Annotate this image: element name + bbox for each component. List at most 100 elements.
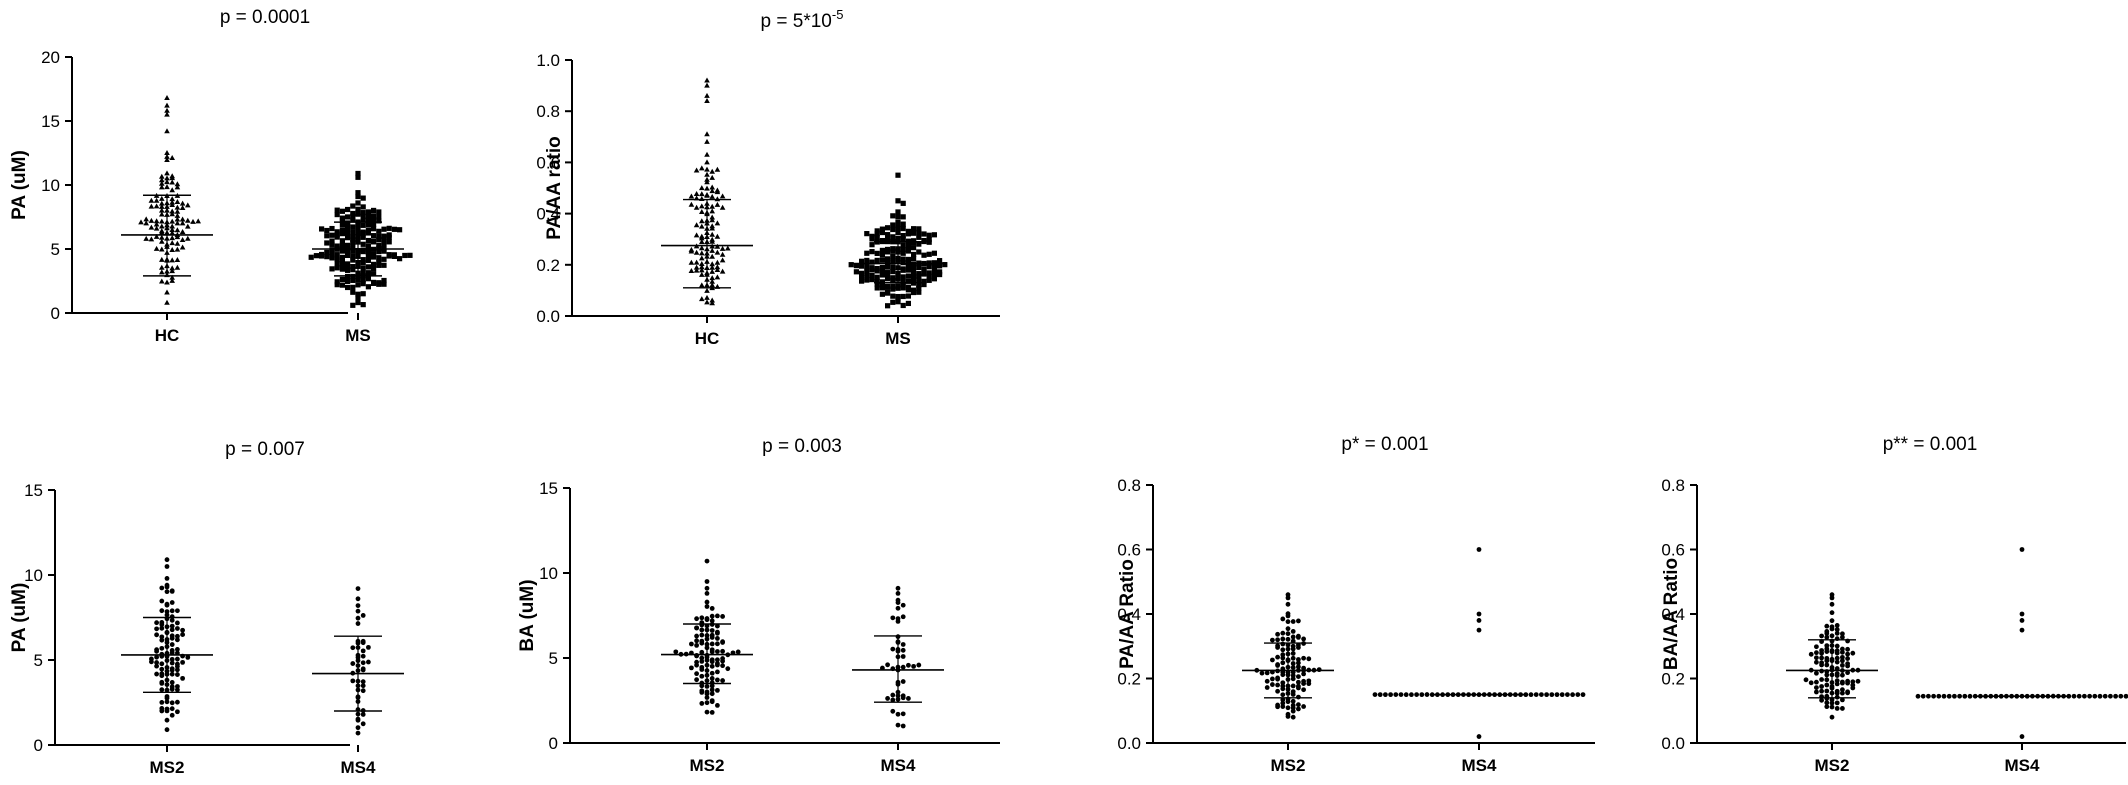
data-point <box>895 214 901 220</box>
data-point <box>169 211 175 217</box>
data-point <box>709 606 715 611</box>
data-point <box>1533 692 1539 697</box>
data-point <box>1270 676 1275 682</box>
data-point <box>169 617 175 623</box>
data-point <box>360 230 366 236</box>
data-point <box>175 687 180 693</box>
data-point <box>1296 706 1301 712</box>
data-point <box>890 697 896 703</box>
y-tick-label: 1.0 <box>536 51 560 70</box>
data-point <box>1824 643 1830 649</box>
data-point <box>148 203 155 209</box>
data-point <box>704 689 710 695</box>
data-point <box>1824 700 1830 706</box>
data-point <box>164 175 170 181</box>
data-point <box>1280 704 1286 709</box>
data-point <box>895 224 901 230</box>
data-point <box>709 275 715 281</box>
data-point <box>371 265 377 272</box>
data-point <box>164 153 170 159</box>
data-point <box>350 224 356 230</box>
data-point <box>704 604 710 609</box>
data-point <box>360 241 366 247</box>
data-point <box>1824 629 1830 634</box>
data-point <box>169 706 175 712</box>
data-point <box>175 664 180 669</box>
data-point <box>159 269 165 275</box>
data-point <box>864 250 870 256</box>
data-point <box>1296 618 1301 624</box>
data-point <box>164 699 170 705</box>
data-point <box>371 233 377 239</box>
data-point <box>714 267 721 273</box>
data-point <box>942 262 948 268</box>
data-point <box>879 257 885 263</box>
data-point <box>926 274 932 280</box>
data-point <box>1285 619 1291 625</box>
data-point <box>1549 692 1555 698</box>
data-point <box>709 699 715 705</box>
data-point <box>931 276 937 282</box>
data-point <box>339 222 345 228</box>
data-point <box>164 609 170 615</box>
data-point <box>890 692 896 698</box>
data-point <box>339 276 345 283</box>
data-point <box>890 264 896 270</box>
data-point <box>360 257 366 263</box>
data-point <box>890 299 896 305</box>
data-point <box>694 642 699 648</box>
data-point <box>704 558 710 564</box>
data-point <box>874 228 880 234</box>
data-point <box>1829 618 1835 624</box>
data-point <box>1280 700 1286 706</box>
data-point <box>879 269 885 275</box>
data-point <box>905 256 911 263</box>
data-point <box>916 282 922 288</box>
data-point <box>715 669 720 675</box>
data-point <box>366 659 371 665</box>
data-point <box>709 184 715 190</box>
data-point <box>709 680 715 686</box>
data-point <box>1290 634 1296 640</box>
data-point <box>699 238 705 244</box>
data-point <box>345 267 351 273</box>
data-point <box>1290 643 1296 649</box>
data-point <box>885 303 891 309</box>
data-point <box>693 264 700 270</box>
data-point <box>699 255 705 261</box>
data-point <box>334 252 340 258</box>
data-point <box>1824 634 1830 640</box>
data-point <box>885 259 891 265</box>
data-point <box>371 279 377 286</box>
data-point <box>864 277 870 283</box>
data-point <box>704 294 710 300</box>
data-point <box>1814 659 1819 665</box>
data-point <box>1270 637 1275 643</box>
data-point <box>1957 693 1962 699</box>
data-point <box>169 179 175 185</box>
data-point <box>164 694 170 699</box>
data-point <box>159 203 165 209</box>
data-point <box>169 268 175 274</box>
data-point <box>164 717 170 723</box>
y-tick-label: 0.0 <box>536 307 560 326</box>
data-point <box>169 230 175 236</box>
data-point <box>180 675 186 681</box>
data-point <box>2019 611 2025 617</box>
data-point <box>1840 634 1845 640</box>
y-tick-label: 0.4 <box>1661 605 1685 624</box>
data-point <box>1264 678 1270 684</box>
data-point <box>2097 693 2103 699</box>
data-point <box>885 274 891 280</box>
data-point <box>148 236 155 242</box>
data-point <box>371 213 377 219</box>
data-point <box>1829 601 1835 607</box>
data-point <box>339 208 345 214</box>
data-point <box>895 722 901 728</box>
data-point <box>1275 682 1280 688</box>
data-point <box>329 266 335 272</box>
data-point <box>853 269 859 275</box>
data-point <box>175 656 180 662</box>
data-point <box>169 257 175 263</box>
data-point <box>900 279 906 285</box>
